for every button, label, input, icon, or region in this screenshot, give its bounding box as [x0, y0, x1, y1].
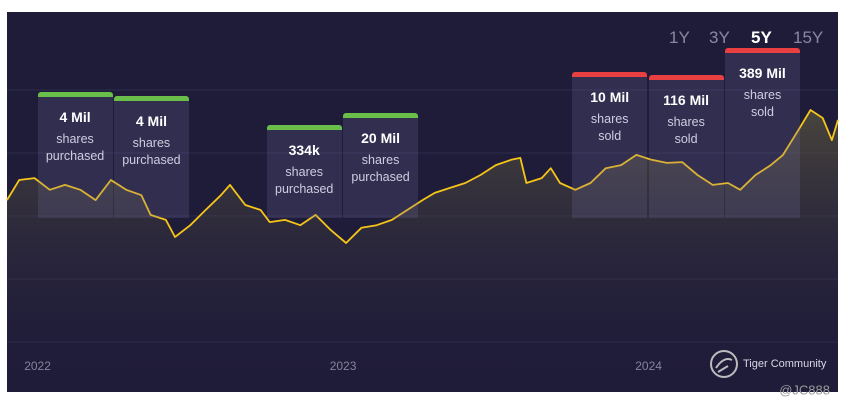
annotation-amount: 334k — [288, 142, 320, 158]
annotation-text: shares purchased — [275, 165, 334, 196]
annotation-text: shares sold — [743, 88, 782, 119]
range-button[interactable]: 5Y — [751, 28, 772, 47]
range-button[interactable]: 3Y — [709, 28, 730, 47]
range-button[interactable]: 1Y — [669, 28, 690, 47]
annotation-amount: 4 Mil — [135, 113, 167, 129]
trade-annotation: 4 Mil shares purchased — [37, 92, 113, 218]
trade-annotation: 20 Mil shares purchased — [343, 113, 419, 218]
annotation-text: shares purchased — [45, 132, 105, 163]
brand-logo — [710, 350, 738, 378]
area — [7, 110, 838, 392]
annotation-amount: 20 Mil — [361, 130, 401, 146]
annotation-amount: 4 Mil — [59, 109, 91, 125]
trade-annotation: 334k shares purchased — [266, 125, 342, 218]
annotation-text: shares purchased — [122, 136, 181, 167]
annotation-amount: 389 Mil — [739, 65, 786, 81]
trade-annotation: 4 Mil shares purchased — [113, 96, 189, 218]
brand: Tiger Community — [743, 358, 827, 370]
annotation-text: shares sold — [590, 112, 629, 143]
annotation-amount: 10 Mil — [590, 89, 630, 105]
trade-annotation: 389 Mil shares sold — [724, 48, 800, 218]
trade-annotation: 116 Mil shares sold — [648, 75, 724, 218]
annotation-text: shares purchased — [351, 153, 410, 184]
watermark: @JC888 — [779, 382, 830, 397]
trade-annotation: 10 Mil shares sold — [572, 72, 648, 218]
annotation-amount: 116 Mil — [663, 92, 710, 108]
price-line — [6, 109, 839, 244]
annotation-text: shares sold — [667, 115, 705, 146]
range-button[interactable]: 15Y — [793, 28, 824, 47]
